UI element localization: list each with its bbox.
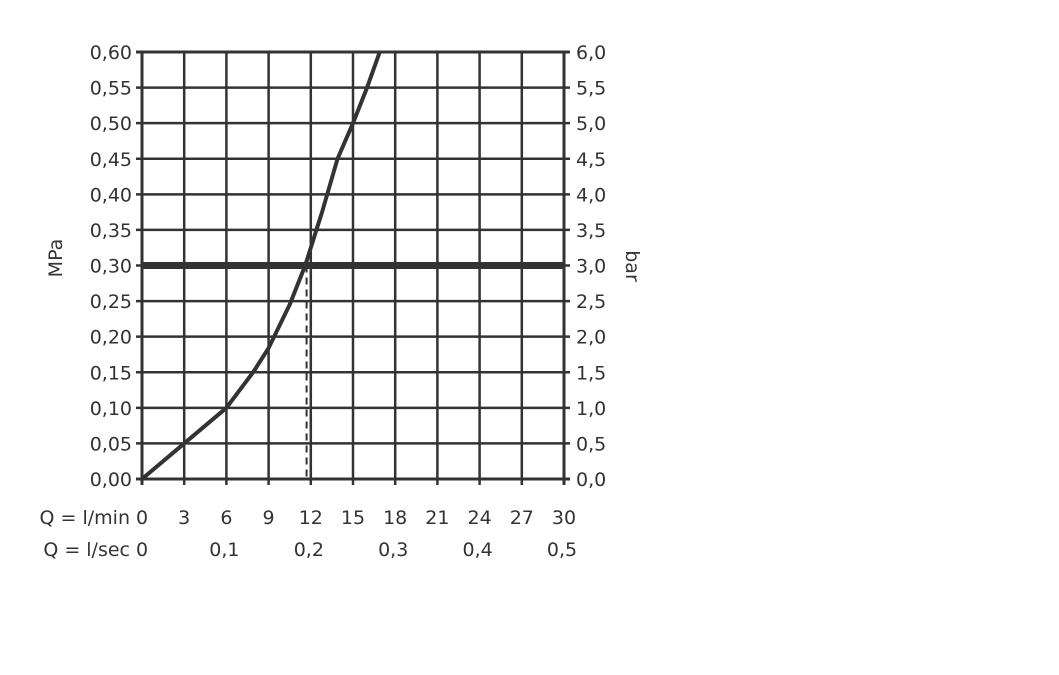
x-tick-label: 12 <box>299 507 323 529</box>
y-tick-label-right: 1,0 <box>576 398 606 420</box>
y-tick-label-left: 0,40 <box>90 184 132 206</box>
y-tick-label-left: 0,60 <box>90 42 132 64</box>
y-tick-label-right: 5,0 <box>576 113 606 135</box>
y-tick-label-right: 3,5 <box>576 220 606 242</box>
series-line <box>140 51 382 481</box>
x-tick-label: 30 <box>552 507 576 529</box>
y-tick-label-left: 0,00 <box>90 469 132 491</box>
x-tick-label: 6 <box>220 507 232 529</box>
x-tick-label: 15 <box>341 507 365 529</box>
y-tick-label-left: 0,50 <box>90 113 132 135</box>
y-tick-label-right: 6,0 <box>576 42 606 64</box>
x-tick-label: 3 <box>178 507 190 529</box>
y-axis-label-right: bar <box>621 250 643 282</box>
x-tick-label: 9 <box>263 507 275 529</box>
y-tick-label-right: 5,5 <box>576 78 606 100</box>
x-tick-label-lsec: 0,2 <box>294 539 324 561</box>
y-tick-label-right: 4,0 <box>576 184 606 206</box>
y-tick-label-right: 0,5 <box>576 433 606 455</box>
y-tick-label-right: 4,5 <box>576 149 606 171</box>
y-tick-label-left: 0,05 <box>90 433 132 455</box>
y-tick-label-left: 0,25 <box>90 291 132 313</box>
x-tick-label: 21 <box>425 507 449 529</box>
x-tick-label: 18 <box>383 507 407 529</box>
x-tick-label: 27 <box>510 507 534 529</box>
x-tick-label-lsec: 0,5 <box>547 539 577 561</box>
x-tick-label-lsec: 0,3 <box>378 539 408 561</box>
y-tick-label-right: 1,5 <box>576 362 606 384</box>
x-axis-label-lmin: Q = l/min <box>40 507 130 529</box>
y-axis-label-left: MPa <box>45 239 67 278</box>
y-tick-label-left: 0,55 <box>90 78 132 100</box>
y-tick-label-right: 3,0 <box>576 256 606 278</box>
x-tick-label-lsec: 0,1 <box>209 539 239 561</box>
y-tick-label-left: 0,30 <box>90 256 132 278</box>
x-tick-label-lsec: 0,4 <box>462 539 492 561</box>
y-tick-label-right: 0,0 <box>576 469 606 491</box>
y-tick-label-left: 0,45 <box>90 149 132 171</box>
y-tick-label-left: 0,10 <box>90 398 132 420</box>
y-tick-label-right: 2,5 <box>576 291 606 313</box>
x-tick-label-lsec: 0 <box>136 539 148 561</box>
y-tick-label-right: 2,0 <box>576 327 606 349</box>
y-tick-label-left: 0,20 <box>90 327 132 349</box>
y-tick-label-left: 0,35 <box>90 220 132 242</box>
y-tick-label-left: 0,15 <box>90 362 132 384</box>
x-tick-label: 0 <box>136 507 148 529</box>
x-tick-label: 24 <box>468 507 492 529</box>
x-axis-label-lsec: Q = l/sec <box>43 539 130 561</box>
